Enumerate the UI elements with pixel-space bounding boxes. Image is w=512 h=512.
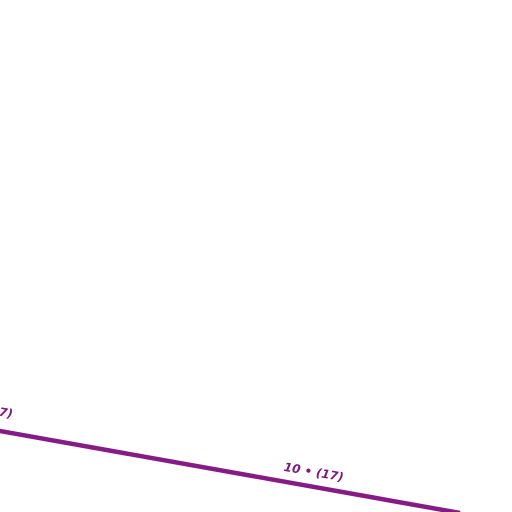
road [0,428,461,512]
